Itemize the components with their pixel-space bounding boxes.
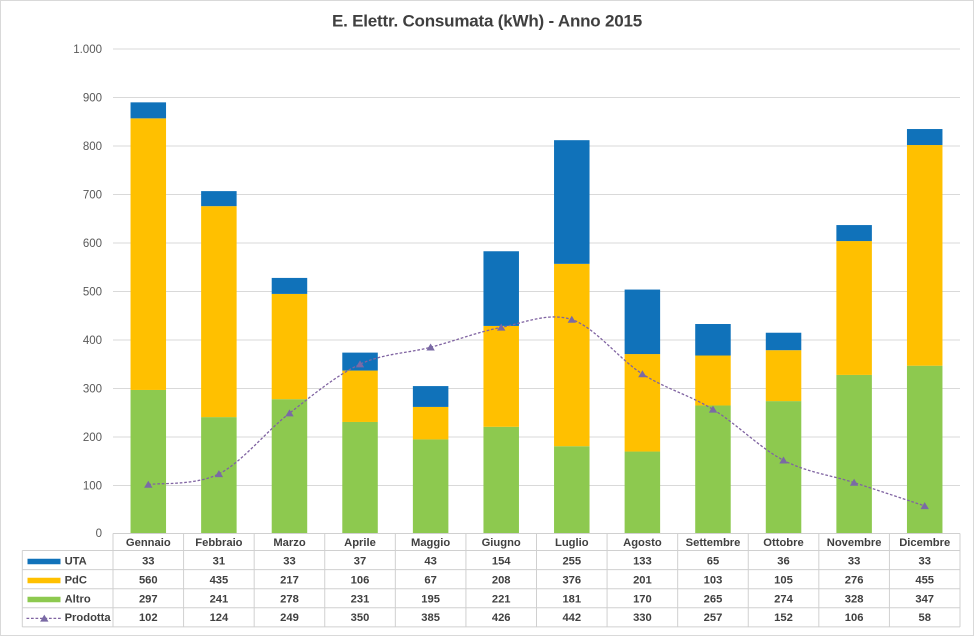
svg-text:249: 249	[280, 612, 299, 624]
svg-text:376: 376	[562, 574, 581, 586]
svg-text:265: 265	[704, 593, 723, 605]
svg-text:PdC: PdC	[65, 574, 87, 586]
svg-text:400: 400	[83, 335, 102, 347]
svg-text:217: 217	[280, 574, 299, 586]
svg-text:33: 33	[142, 555, 154, 567]
svg-text:500: 500	[83, 287, 102, 299]
svg-text:0: 0	[96, 528, 102, 540]
svg-text:Marzo: Marzo	[273, 537, 305, 549]
svg-text:200: 200	[83, 432, 102, 444]
svg-text:E. Elettr. Consumata (kWh) - A: E. Elettr. Consumata (kWh) - Anno 2015	[332, 12, 642, 31]
svg-text:1.000: 1.000	[73, 44, 102, 56]
svg-text:33: 33	[848, 555, 860, 567]
svg-text:Agosto: Agosto	[623, 537, 662, 549]
svg-text:560: 560	[139, 574, 158, 586]
svg-text:UTA: UTA	[65, 555, 87, 567]
svg-text:Giugno: Giugno	[482, 537, 521, 549]
svg-text:Aprile: Aprile	[344, 537, 376, 549]
svg-text:195: 195	[421, 593, 440, 605]
svg-text:58: 58	[918, 612, 930, 624]
svg-text:Ottobre: Ottobre	[763, 537, 803, 549]
svg-text:201: 201	[633, 574, 652, 586]
svg-text:330: 330	[633, 612, 652, 624]
svg-text:274: 274	[774, 593, 793, 605]
svg-text:Luglio: Luglio	[555, 537, 589, 549]
svg-text:385: 385	[421, 612, 440, 624]
svg-text:103: 103	[704, 574, 723, 586]
svg-text:455: 455	[915, 574, 934, 586]
svg-text:Dicembre: Dicembre	[899, 537, 950, 549]
svg-text:208: 208	[492, 574, 511, 586]
svg-text:700: 700	[83, 190, 102, 202]
svg-text:33: 33	[918, 555, 930, 567]
svg-text:276: 276	[845, 574, 864, 586]
svg-text:435: 435	[210, 574, 229, 586]
svg-text:181: 181	[562, 593, 581, 605]
svg-text:37: 37	[354, 555, 366, 567]
svg-text:Prodotta: Prodotta	[65, 612, 112, 624]
svg-text:350: 350	[351, 612, 370, 624]
svg-text:154: 154	[492, 555, 511, 567]
svg-text:124: 124	[210, 612, 229, 624]
svg-text:67: 67	[424, 574, 436, 586]
svg-text:106: 106	[351, 574, 370, 586]
svg-text:43: 43	[424, 555, 436, 567]
svg-text:257: 257	[704, 612, 723, 624]
svg-text:152: 152	[774, 612, 793, 624]
svg-text:221: 221	[492, 593, 511, 605]
svg-text:300: 300	[83, 384, 102, 396]
svg-text:231: 231	[351, 593, 370, 605]
svg-text:Maggio: Maggio	[411, 537, 450, 549]
svg-text:800: 800	[83, 141, 102, 153]
svg-text:33: 33	[283, 555, 295, 567]
svg-text:278: 278	[280, 593, 299, 605]
svg-text:133: 133	[633, 555, 652, 567]
svg-text:102: 102	[139, 612, 158, 624]
svg-text:328: 328	[845, 593, 864, 605]
svg-text:31: 31	[213, 555, 225, 567]
svg-text:Settembre: Settembre	[686, 537, 741, 549]
svg-text:347: 347	[915, 593, 934, 605]
svg-text:105: 105	[774, 574, 793, 586]
svg-text:Gennaio: Gennaio	[126, 537, 171, 549]
svg-text:65: 65	[707, 555, 719, 567]
svg-text:442: 442	[562, 612, 581, 624]
svg-text:Febbraio: Febbraio	[195, 537, 242, 549]
svg-text:600: 600	[83, 238, 102, 250]
svg-text:297: 297	[139, 593, 158, 605]
svg-text:900: 900	[83, 93, 102, 105]
svg-text:100: 100	[83, 481, 102, 493]
svg-text:Altro: Altro	[65, 593, 91, 605]
svg-text:36: 36	[777, 555, 789, 567]
svg-text:426: 426	[492, 612, 511, 624]
svg-text:170: 170	[633, 593, 652, 605]
svg-text:Novembre: Novembre	[827, 537, 882, 549]
svg-text:106: 106	[845, 612, 864, 624]
svg-text:241: 241	[210, 593, 229, 605]
svg-text:255: 255	[562, 555, 581, 567]
